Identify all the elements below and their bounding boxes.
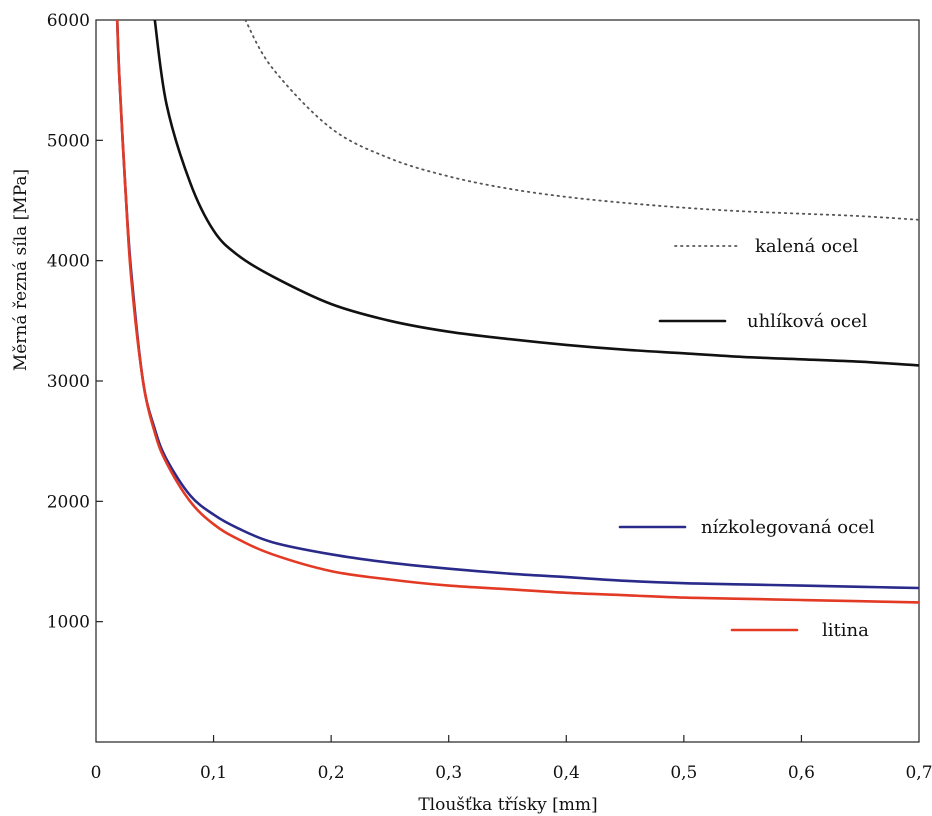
y-tick-label: 4000 (47, 252, 90, 272)
x-tick-label: 0,6 (788, 763, 815, 783)
legend-label-1: kalená ocel (755, 236, 859, 257)
y-tick-label: 2000 (47, 492, 90, 512)
y-axis-title: Měrná řezná síla [MPa] (11, 169, 31, 371)
y-tick-label: 5000 (47, 131, 90, 151)
x-tick-label: 0,3 (435, 763, 462, 783)
x-tick-label: 0 (91, 763, 102, 783)
legend: kalená ocel uhlíková ocel nízkolegovaná oc… (618, 236, 875, 641)
legend-label-3: nízkolegovaná ocel (701, 517, 875, 538)
series-layer (115, 20, 919, 604)
x-axis-title: Tloušťka třísky [mm] (418, 795, 597, 815)
series-line-2 (153, 20, 919, 367)
y-tick-label: 1000 (47, 613, 90, 633)
x-tick-label: 0,4 (553, 763, 580, 783)
x-tick-label: 0,7 (905, 763, 932, 783)
x-tick-label: 0,5 (670, 763, 697, 783)
legend-label-2: uhlíková ocel (747, 311, 868, 332)
series-line-1 (244, 20, 919, 221)
x-axis-ticks: 0 0,1 0,2 0,3 0,4 0,5 0,6 0,7 (91, 735, 932, 783)
x-tick-label: 0,1 (200, 763, 227, 783)
y-axis-ticks: 1000 2000 3000 4000 5000 6000 (47, 11, 103, 633)
plot-frame (95, 19, 920, 743)
series-line-4 (115, 20, 919, 604)
series-line-3 (115, 20, 919, 590)
legend-label-4: litina (822, 620, 869, 641)
y-tick-label: 6000 (47, 11, 90, 31)
y-tick-label: 3000 (47, 372, 90, 392)
x-tick-label: 0,2 (318, 763, 345, 783)
